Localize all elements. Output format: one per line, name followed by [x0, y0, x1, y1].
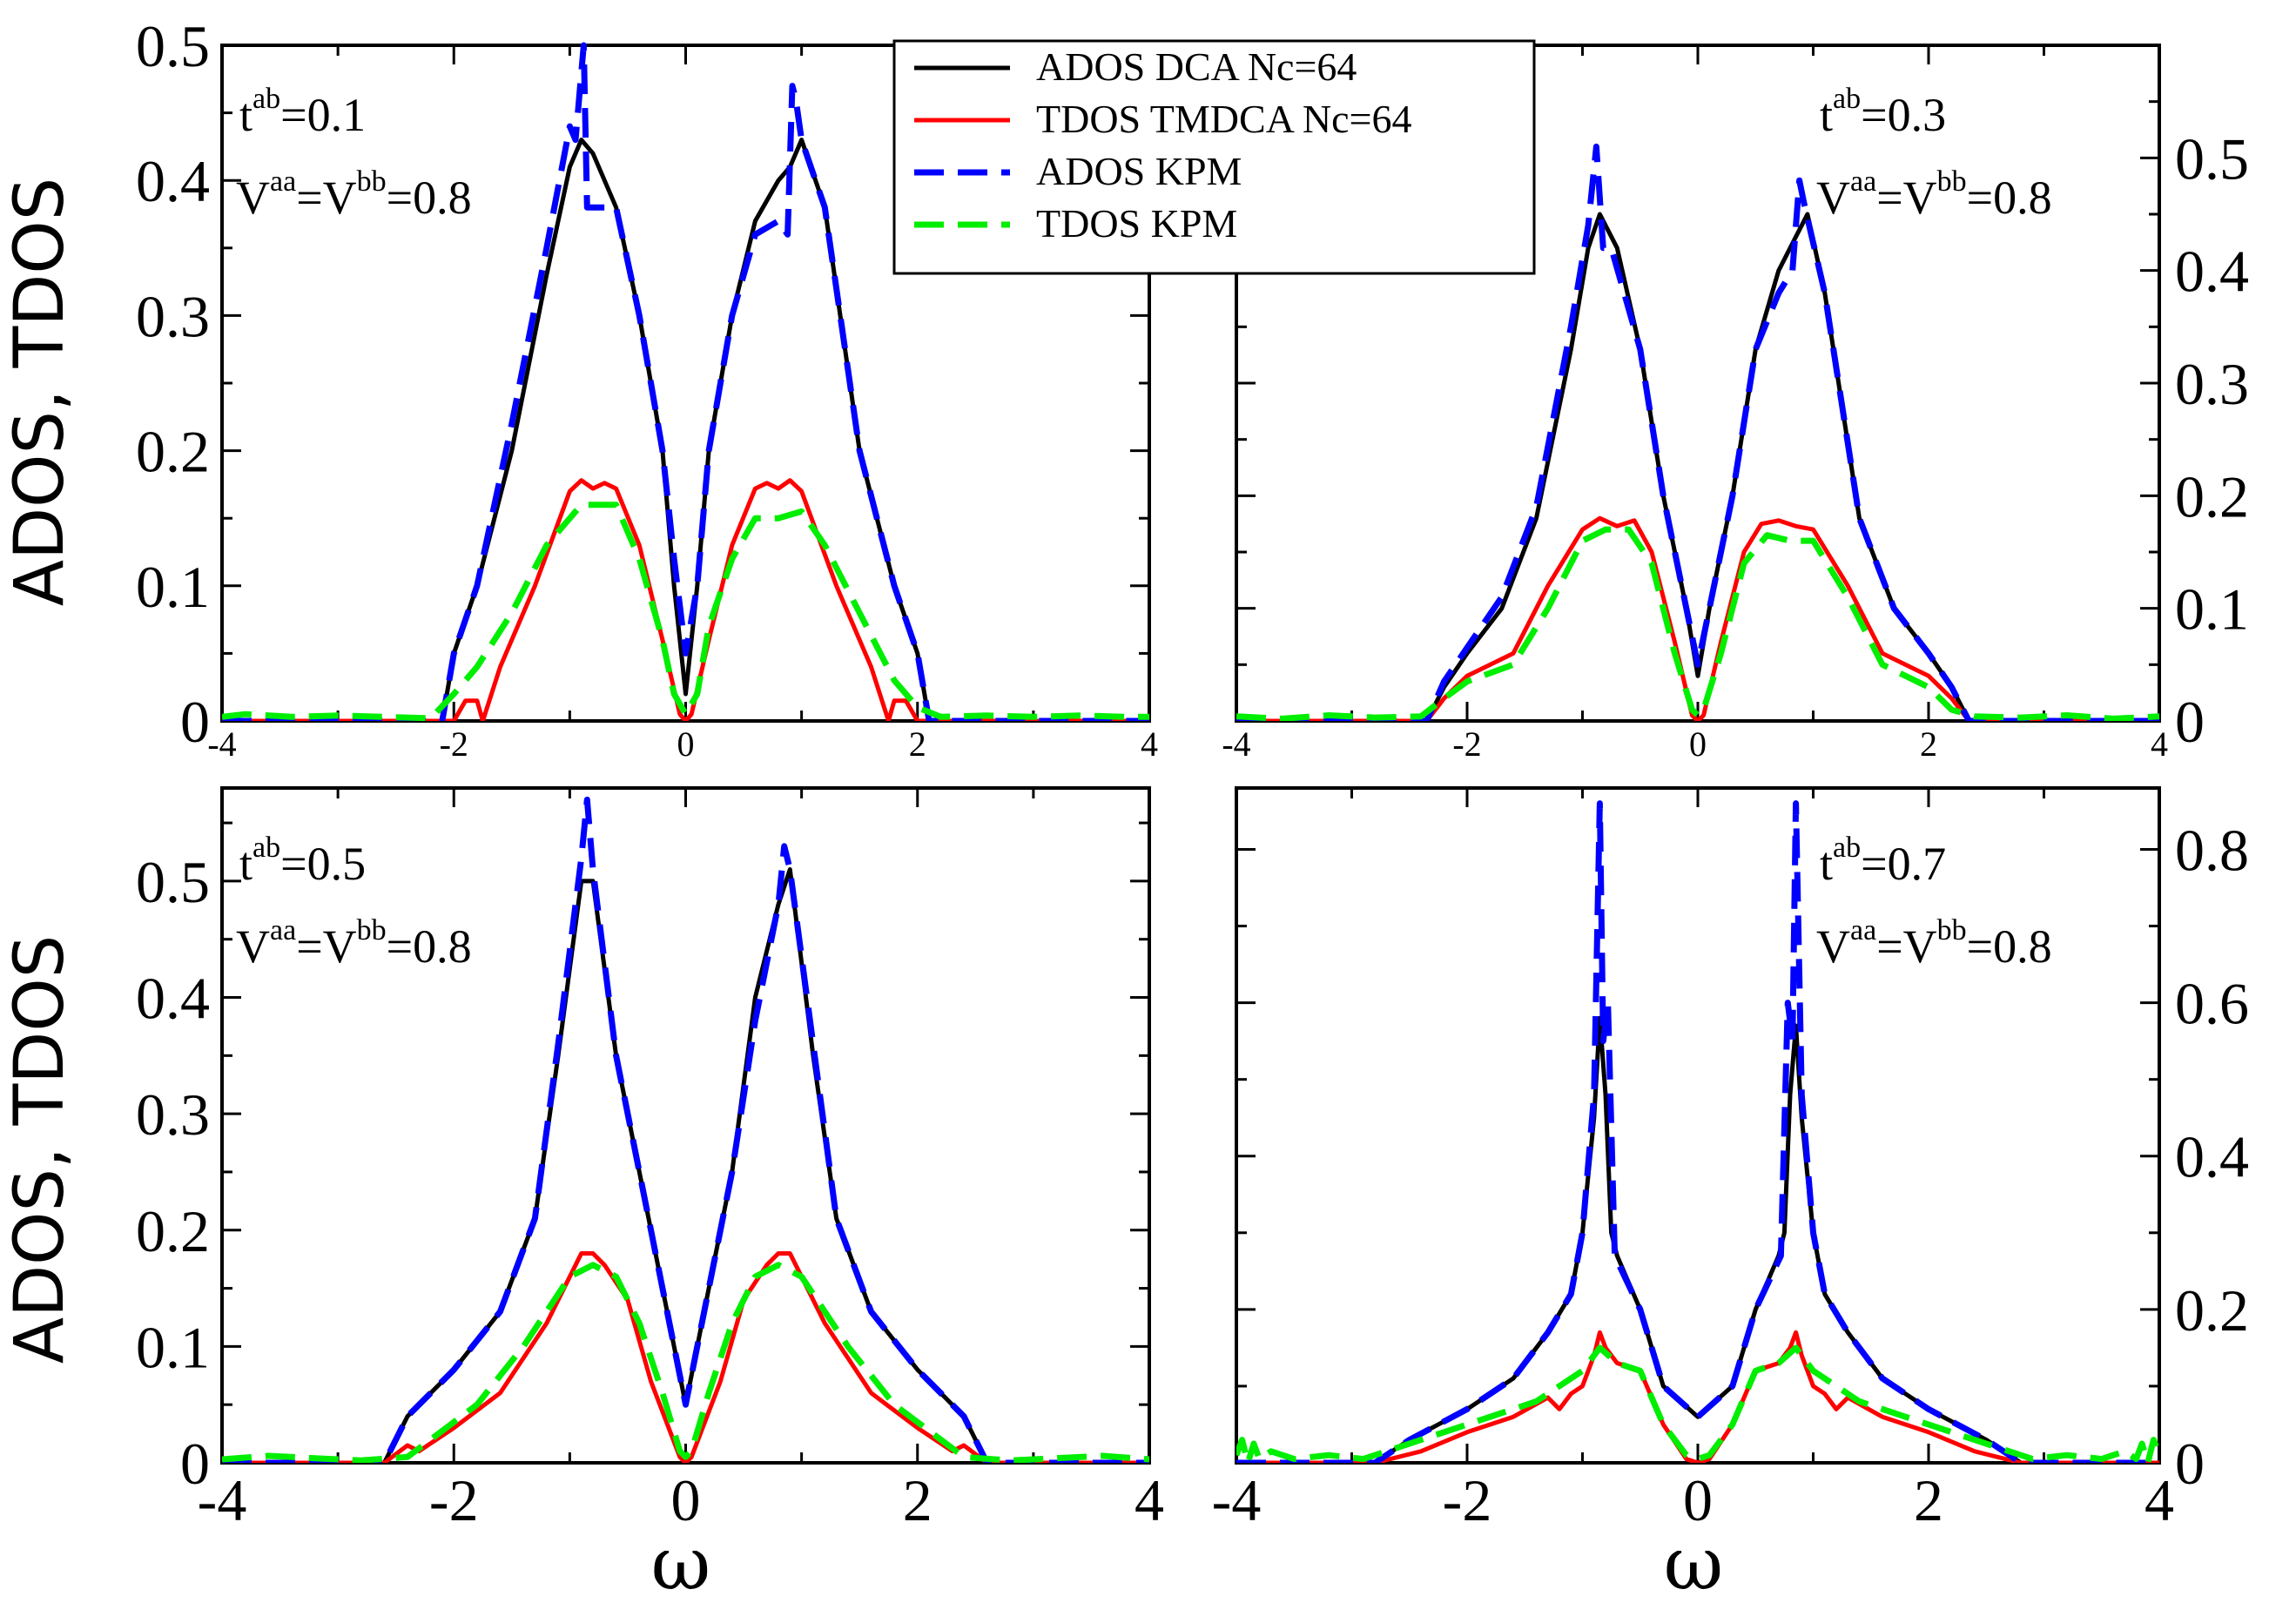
series-tdos-kpm [222, 502, 1149, 721]
x-tick-label: -4 [1222, 724, 1250, 764]
annotation-t: tab=0.1 [239, 83, 366, 141]
series-ados-kpm [222, 42, 1149, 721]
legend: ADOS DCA Nc=64 TDOS TMDCA Nc=64 ADOS KPM TD… [892, 39, 1536, 275]
x-tick-label: 0 [677, 724, 695, 764]
y-tick-label: 0.5 [136, 13, 210, 79]
x-tick-label: 0 [1689, 724, 1707, 764]
series-ados-kpm [1236, 143, 2159, 721]
xlabel-right: ω [1664, 1521, 1724, 1603]
panel-bottom-left: -4 -2 0 2 4 0 0.1 0.2 0.3 0.4 0.5 tab=0.5 Vaa=Vbb=0.… [136, 786, 1164, 1533]
y-tick-label: 0.8 [2175, 817, 2249, 883]
series-tdos-kpm [1236, 526, 2159, 721]
ylabel-top: ADOS, TDOS [1, 178, 79, 607]
ylabel-bottom: ADOS, TDOS [1, 935, 79, 1364]
y-tick-label: 0.3 [136, 283, 210, 349]
y-tick-label: 0.3 [136, 1081, 210, 1148]
annotation-v: Vaa=Vbb=0.8 [236, 165, 472, 224]
x-tick-label: -2 [429, 1467, 479, 1533]
series-ados-kpm [1236, 800, 2159, 1463]
x-tick-label: 4 [1135, 1467, 1164, 1533]
y-tick-label: 0 [180, 689, 210, 755]
y-tick-label: 0.2 [2175, 463, 2249, 529]
annotation-t: tab=0.5 [239, 832, 366, 890]
series-tdos-tmdca-nc-64 [1236, 515, 2159, 721]
xlabel-left: ω [651, 1521, 711, 1603]
y-tick-label: 0 [180, 1431, 210, 1497]
x-tick-label: 4 [2145, 1467, 2174, 1533]
annotation-t: tab=0.7 [1820, 832, 1946, 890]
y-tick-label: 0.4 [136, 148, 210, 214]
y-tick-label: 0.6 [2175, 971, 2249, 1037]
x-tick-label: 2 [903, 1467, 933, 1533]
x-tick-label: -2 [1443, 1467, 1492, 1533]
legend-label: TDOS KPM [1036, 201, 1237, 246]
x-tick-label: -4 [1212, 1467, 1262, 1533]
x-tick-label: 4 [1141, 724, 1158, 764]
y-tick-label: 0.1 [136, 1314, 210, 1380]
series-ados-kpm [222, 796, 1149, 1463]
y-tick-label: 0.5 [2175, 125, 2249, 192]
legend-label: ADOS KPM [1036, 149, 1242, 193]
y-tick-label: 0.1 [136, 554, 210, 620]
y-tick-label: 0.4 [136, 966, 210, 1032]
x-tick-label: 2 [909, 724, 926, 764]
x-tick-label: -4 [198, 1467, 247, 1533]
x-tick-label: 4 [2151, 724, 2168, 764]
series-tdos-tmdca-nc-64 [222, 1251, 1149, 1463]
x-tick-label: 0 [1683, 1467, 1713, 1533]
panel-top-right: -4 -2 0 2 4 00.10.20.30.40.5tab=0.3Vaa=Vbb=0.… [1222, 44, 2249, 764]
x-tick-label: 2 [1914, 1467, 1943, 1533]
legend-label: ADOS DCA Nc=64 [1036, 44, 1357, 89]
series-tdos-tmdca-nc-64 [222, 478, 1149, 721]
y-tick-label: 0 [2175, 1431, 2205, 1497]
y-tick-label: 0.2 [2175, 1277, 2249, 1344]
series-tdos-tmdca-nc-64 [1236, 1330, 2159, 1463]
legend-label: TDOS TMDCA Nc=64 [1036, 97, 1411, 141]
series-tdos-kpm [222, 1262, 1149, 1463]
annotation-v: Vaa=Vbb=0.8 [1816, 914, 2052, 973]
x-tick-label: -2 [1452, 724, 1481, 764]
x-tick-label: -2 [440, 724, 468, 764]
y-tick-label: 0 [2175, 689, 2205, 755]
x-tick-label: 2 [1920, 724, 1937, 764]
annotation-v: Vaa=Vbb=0.8 [236, 914, 472, 973]
y-tick-label: 0.1 [2175, 576, 2249, 643]
y-tick-label: 0.2 [136, 419, 210, 485]
y-tick-label: 0.2 [136, 1198, 210, 1264]
panel-top-left: -4 -2 0 2 4 0 0.1 0.2 0.3 0.4 0.5 tab=0.1 Vaa=Vbb=0.… [136, 13, 1158, 764]
x-tick-label: 0 [671, 1467, 701, 1533]
y-tick-label: 0.4 [2175, 239, 2249, 305]
y-tick-label: 0.3 [2175, 351, 2249, 417]
x-tick-label: -4 [207, 724, 236, 764]
y-tick-label: 0.4 [2175, 1124, 2249, 1190]
annotation-t: tab=0.3 [1820, 83, 1946, 141]
legend-box [892, 39, 1536, 275]
annotation-v: Vaa=Vbb=0.8 [1816, 165, 2052, 224]
y-tick-label: 0.5 [136, 849, 210, 915]
